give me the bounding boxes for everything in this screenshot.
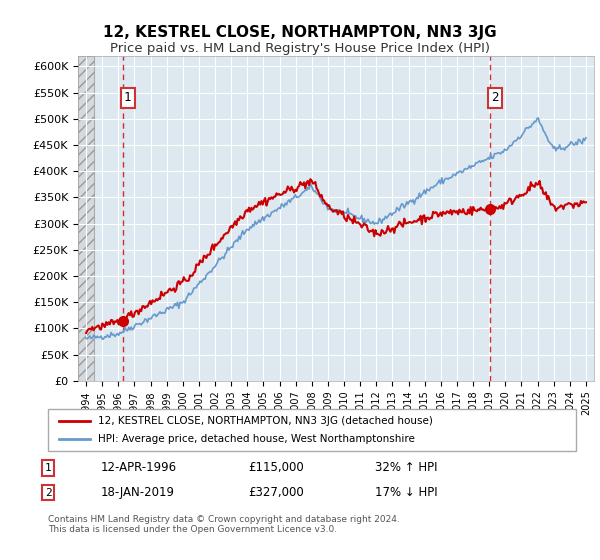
Text: 12, KESTREL CLOSE, NORTHAMPTON, NN3 3JG (detached house): 12, KESTREL CLOSE, NORTHAMPTON, NN3 3JG … [98,416,433,426]
Text: 32% ↑ HPI: 32% ↑ HPI [376,461,438,474]
Text: 2: 2 [491,91,499,104]
Text: 17% ↓ HPI: 17% ↓ HPI [376,486,438,499]
Text: £327,000: £327,000 [248,486,304,499]
Text: 1: 1 [44,463,52,473]
Text: Price paid vs. HM Land Registry's House Price Index (HPI): Price paid vs. HM Land Registry's House … [110,42,490,55]
Bar [78,56,94,381]
Text: Contains HM Land Registry data © Crown copyright and database right 2024.
This d: Contains HM Land Registry data © Crown c… [48,515,400,534]
Text: 2: 2 [44,488,52,498]
Text: 18-JAN-2019: 18-JAN-2019 [101,486,175,499]
Text: 12-APR-1996: 12-APR-1996 [101,461,177,474]
Bar [78,56,94,381]
Text: 12, KESTREL CLOSE, NORTHAMPTON, NN3 3JG: 12, KESTREL CLOSE, NORTHAMPTON, NN3 3JG [103,25,497,40]
FancyBboxPatch shape [48,409,576,451]
Text: 1: 1 [124,91,131,104]
Text: £115,000: £115,000 [248,461,304,474]
Text: HPI: Average price, detached house, West Northamptonshire: HPI: Average price, detached house, West… [98,434,415,444]
